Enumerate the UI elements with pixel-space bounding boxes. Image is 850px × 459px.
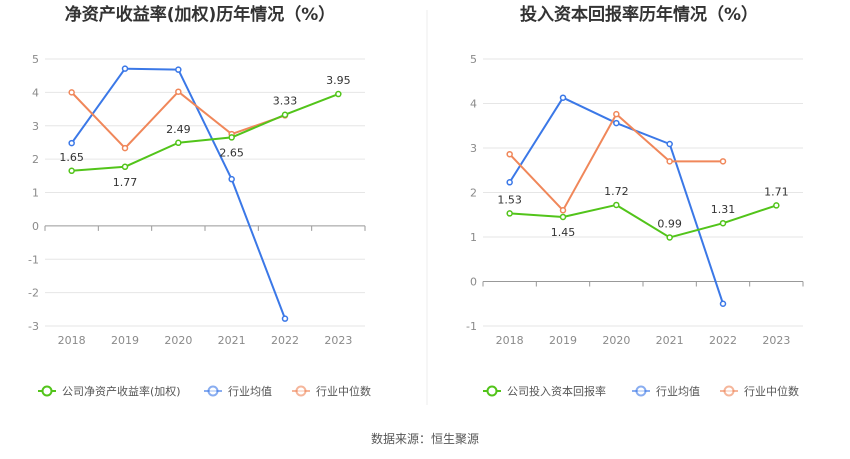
x-tick-label: 2022 [271,334,299,347]
data-point-company[interactable] [719,219,727,227]
data-point-avg[interactable] [666,140,673,148]
data-point-avg[interactable] [281,315,289,322]
y-tick-label: 5 [32,53,39,66]
legend-marker-icon [723,385,735,397]
data-point-median[interactable] [719,158,727,165]
data-point-median[interactable] [666,158,673,165]
legend-marker-icon [635,385,647,397]
data-point-median[interactable] [68,89,75,96]
data-point-avg[interactable] [228,175,235,183]
data-point-avg[interactable] [175,66,182,73]
data-point-company[interactable] [335,90,342,98]
legend-item-avg[interactable]: 行业均值 [632,385,700,398]
y-tick-label: 0 [32,220,39,233]
series-line-company [71,93,339,172]
y-tick-label: 1 [470,231,477,244]
data-point-company[interactable] [506,210,513,217]
data-label: 3.33 [273,95,298,108]
data-point-median[interactable] [506,150,513,158]
roe-chart: 净资产收益率(加权)历年情况（%） -3 -2 -1 0 1 2 3 4 5 2018 2019 202… [28,4,371,398]
data-point-company[interactable] [281,111,289,118]
data-label: 1.65 [59,151,84,164]
data-label: 1.71 [764,185,789,198]
data-point-median[interactable] [175,88,182,95]
x-tick-label: 2023 [762,334,790,347]
data-label: 1.77 [113,176,138,189]
y-tick-label: 4 [470,98,477,111]
y-tick-label: 0 [470,276,477,289]
data-label: 1.53 [497,193,522,206]
legend-label: 行业均值 [656,385,700,398]
legend-label: 行业均值 [228,385,272,398]
y-tick-label: -1 [28,253,39,266]
legend-item-median[interactable]: 行业中位数 [720,384,799,398]
data-label: 3.95 [326,74,351,87]
chart-title: 投入资本回报率历年情况（%） [520,4,758,25]
series-line-avg [70,67,286,320]
chart-title: 净资产收益率(加权)历年情况（%） [65,4,336,25]
legend-label: 行业中位数 [744,384,799,398]
y-tick-label: -1 [466,320,477,333]
data-point-company[interactable] [773,202,780,209]
x-tick-label: 2023 [324,334,352,347]
legend-item-company[interactable]: 公司净资产收益率(加权) [38,384,181,398]
y-tick-label: -2 [28,287,39,300]
x-tick-label: 2018 [496,334,524,347]
x-tick-label: 2019 [111,334,139,347]
data-label: 0.99 [657,217,682,230]
data-point-company[interactable] [175,139,182,147]
legend-item-median[interactable]: 行业中位数 [292,384,371,398]
data-point-avg[interactable] [506,179,513,186]
y-tick-label: 1 [32,187,39,200]
legend-marker-icon [41,385,53,397]
x-tick-label: 2021 [218,334,246,347]
data-point-company[interactable] [666,234,673,241]
data-label: 1.45 [551,226,576,239]
y-tick-label: -3 [28,320,39,333]
y-tick-label: 3 [32,120,39,133]
y-tick-label: 2 [32,153,39,166]
data-point-avg[interactable] [559,94,567,101]
y-tick-label: 4 [32,86,39,99]
data-point-avg[interactable] [719,300,727,307]
data-point-median[interactable] [121,144,129,152]
data-label: 1.31 [711,203,736,216]
x-tick-label: 2021 [656,334,684,347]
data-point-company[interactable] [121,163,129,171]
data-point-median[interactable] [613,110,620,118]
roic-chart: 投入资本回报率历年情况（%） -1 0 1 2 3 4 5 2018 2019 2020 2021 20… [466,4,804,398]
x-tick-label: 2020 [164,334,192,347]
data-point-avg[interactable] [121,65,129,72]
y-tick-label: 5 [470,53,477,66]
series-line-company [509,203,777,239]
data-point-avg[interactable] [613,119,620,127]
data-point-company[interactable] [228,134,235,141]
x-tick-label: 2018 [58,334,86,347]
data-point-avg[interactable] [68,139,75,147]
data-label: 2.49 [166,123,191,136]
data-point-company[interactable] [613,201,620,209]
legend-item-company[interactable]: 公司投入资本回报率 [483,384,606,398]
legend-marker-icon [486,385,498,397]
series-line-avg [508,96,724,305]
data-point-company[interactable] [68,167,75,175]
legend-label: 公司净资产收益率(加权) [62,384,181,398]
x-tick-label: 2019 [549,334,577,347]
data-point-median[interactable] [559,207,567,214]
legend-item-avg[interactable]: 行业均值 [204,385,272,398]
legend-label: 公司投入资本回报率 [507,384,606,398]
data-source: 数据来源：恒生聚源 [371,431,479,446]
x-tick-label: 2022 [709,334,737,347]
legend-label: 行业中位数 [316,384,371,398]
data-point-company[interactable] [559,213,567,221]
x-tick-label: 2020 [602,334,630,347]
data-label: 1.72 [604,185,629,198]
legend-marker-icon [207,385,219,397]
data-label: 2.65 [219,146,244,159]
legend-marker-icon [295,385,307,397]
y-tick-label: 2 [470,187,477,200]
y-tick-label: 3 [470,142,477,155]
